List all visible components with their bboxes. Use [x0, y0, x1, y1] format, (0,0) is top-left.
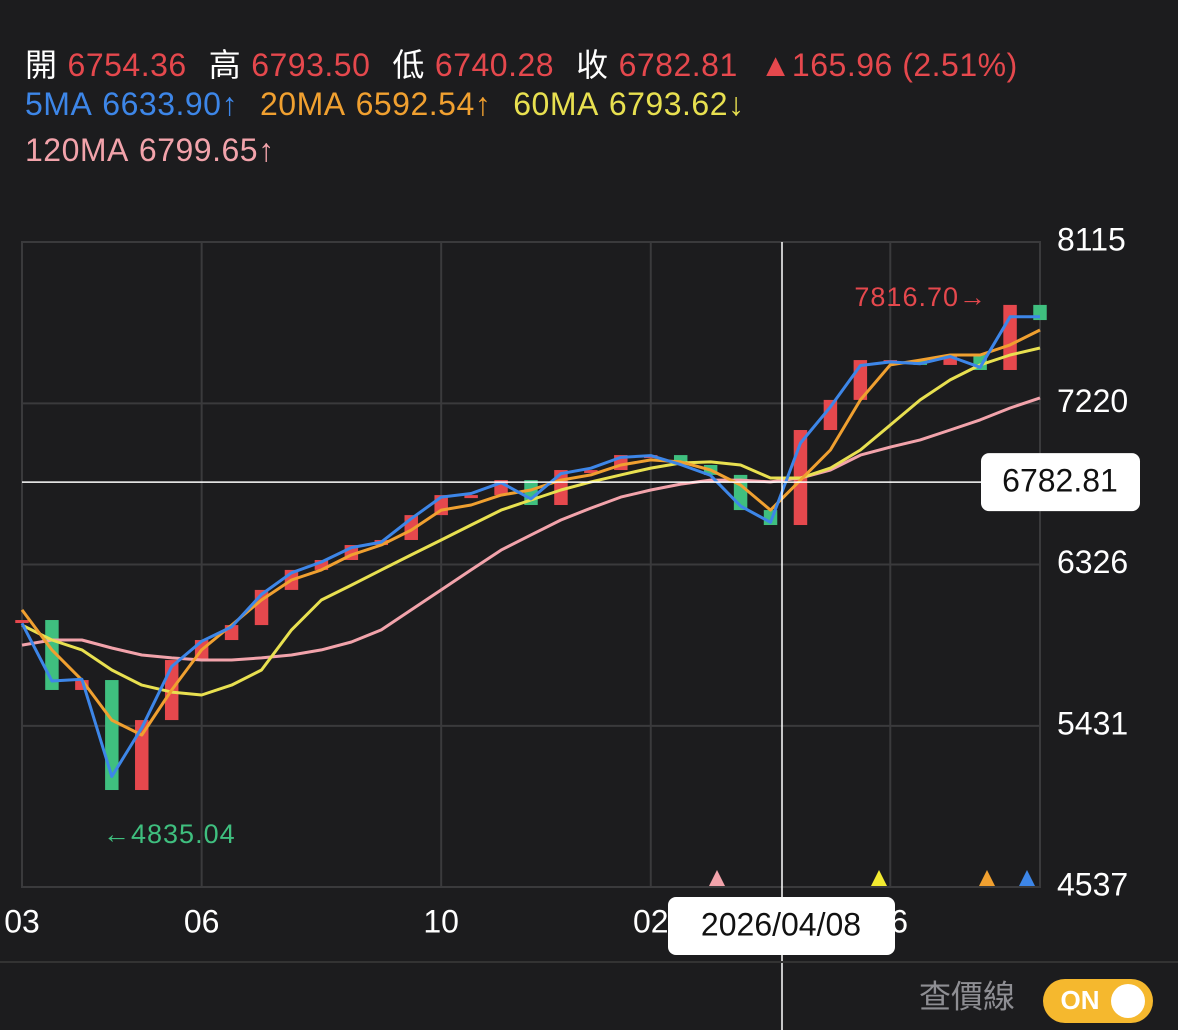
- ma-line: [21, 346, 1041, 697]
- legend-name: 120MA: [25, 132, 129, 168]
- x-tick-label: 10: [423, 903, 459, 939]
- date-label-box: [668, 897, 895, 955]
- ma-line: [21, 396, 1041, 662]
- legend-value: 6793.62↓: [608, 86, 745, 122]
- candle: [1003, 304, 1017, 370]
- candle: [75, 680, 89, 690]
- signal-marker: [1019, 870, 1035, 886]
- candle: [314, 559, 329, 570]
- candle: [464, 495, 478, 499]
- y-tick-label: 5431: [1057, 705, 1128, 741]
- toggle-knob[interactable]: [1111, 984, 1145, 1018]
- candle: [584, 470, 598, 474]
- crosshair-date: 2026/04/08: [701, 906, 861, 942]
- ma-line: [20, 328, 1041, 737]
- candle: [823, 399, 838, 431]
- ohlc-label: 開: [25, 47, 58, 83]
- crosshair-value: 6782.81: [1002, 463, 1118, 499]
- ma-row: 5MA 6633.90↑ 20MA 6592.54↑ 60MA 6793.62↓: [25, 86, 767, 123]
- x-tick-label: 02: [633, 903, 669, 939]
- signal-marker: [871, 870, 887, 886]
- max-annotation: 7816.70→: [854, 282, 987, 312]
- ma-row: 120MA 6799.65↑: [25, 132, 297, 169]
- y-tick-label: 6326: [1057, 544, 1128, 580]
- ohlc-label: 低: [392, 47, 425, 83]
- ohlc-value: 6740.28: [434, 47, 555, 83]
- crosshair-value-box: [981, 453, 1140, 512]
- footer-label: 查價線: [919, 978, 1015, 1014]
- legend-value: 6592.54↑: [355, 86, 492, 122]
- candle: [135, 720, 149, 791]
- signal-marker: [979, 870, 995, 886]
- ohlc-label: 高: [208, 47, 242, 83]
- x-tick-label: 06: [872, 903, 908, 939]
- overlay: 6782.81: [22, 453, 1140, 512]
- ma-line: [20, 315, 1040, 778]
- legend-value: 6799.65↑: [138, 132, 275, 168]
- min-annotation: ←4835.04: [103, 819, 236, 849]
- toggle-label[interactable]: ON: [1061, 985, 1100, 1015]
- y-tick-label: 4537: [1057, 866, 1128, 902]
- x-tick-label: 03: [4, 903, 40, 939]
- ohlc-row: 開 6754.36 高 6793.50 低 6740.28 收 6782.81 ▲165.96 …: [25, 40, 1028, 86]
- candle: [15, 620, 29, 624]
- y-tick-label: 7220: [1057, 383, 1128, 419]
- legend-name: 60MA: [513, 86, 599, 122]
- grid: [21, 241, 1040, 888]
- legend-value: 6633.90↑: [102, 86, 238, 122]
- x-tick-label: 06: [184, 903, 220, 939]
- ohlc-label: 收: [576, 47, 609, 83]
- signal-marker: [709, 870, 725, 886]
- ohlc-value: 6754.36: [67, 47, 187, 83]
- change: ▲165.96 (2.51%): [759, 47, 1018, 83]
- legend-name: 20MA: [259, 86, 346, 122]
- candle: [673, 455, 688, 465]
- candle: [943, 355, 957, 365]
- marks: [15, 304, 1047, 791]
- ohlc-value: 6793.50: [251, 47, 371, 83]
- y-tick-label: 8115: [1057, 221, 1126, 257]
- legend-name: 5MA: [25, 86, 93, 122]
- ohlc-value: 6782.81: [618, 47, 738, 83]
